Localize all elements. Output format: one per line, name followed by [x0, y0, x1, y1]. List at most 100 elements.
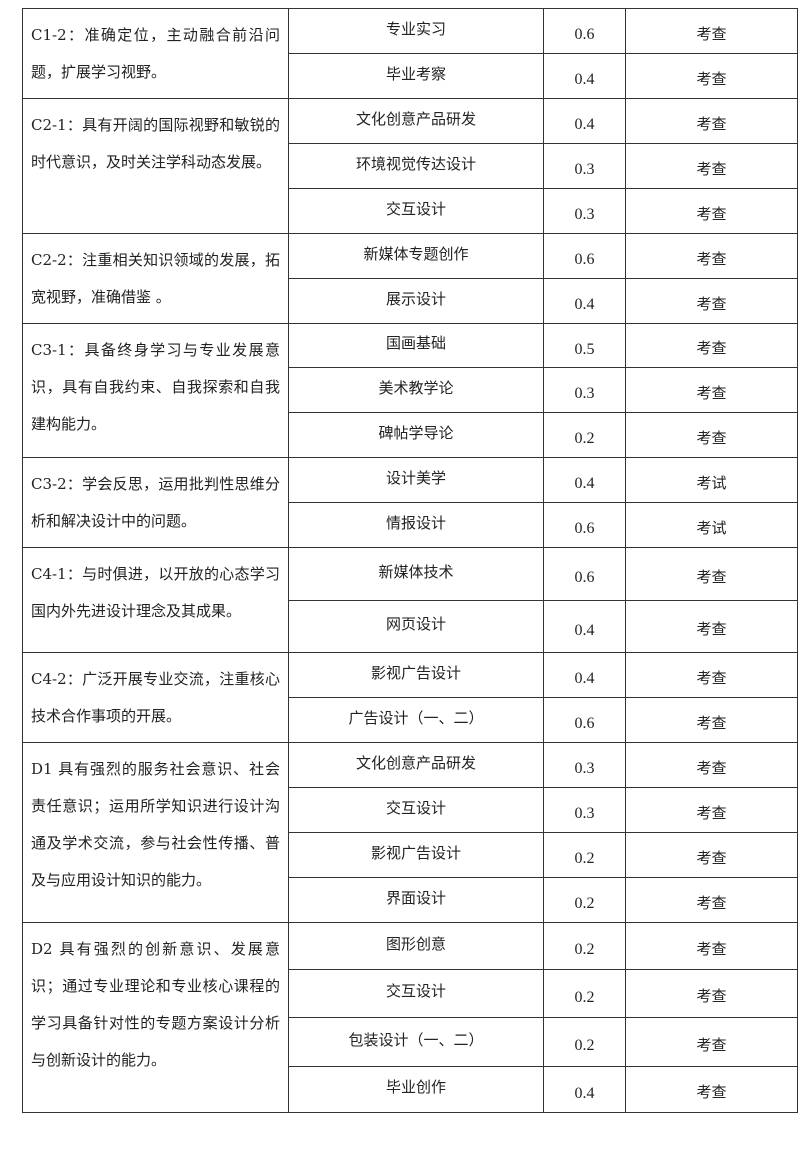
assessment-method-cell: 考查: [625, 367, 798, 413]
course-cell: 设计美学: [288, 457, 544, 503]
assessment-method-cell: 考查: [625, 412, 798, 458]
weight-cell: 0.6: [543, 502, 626, 548]
assessment-method-cell: 考查: [625, 652, 798, 698]
course-cell: 交互设计: [288, 787, 544, 833]
assessment-method-cell: 考查: [625, 323, 798, 368]
assessment-method-cell: 考查: [625, 8, 798, 54]
course-cell: 国画基础: [288, 323, 544, 368]
objective-cell: C1-2：准确定位，主动融合前沿问题，扩展学习视野。: [22, 8, 289, 99]
table-row: C4-1：与时俱进，以开放的心态学习国内外先进设计理念及其成果。 新媒体技术 0.6…: [22, 547, 798, 653]
weight-cell: 0.5: [543, 323, 626, 368]
assessment-method-cell: 考查: [625, 697, 798, 743]
weight-cell: 0.3: [543, 742, 626, 788]
assessment-method-cell: 考查: [625, 969, 798, 1018]
objective-cell: D2 具有强烈的创新意识、发展意识；通过专业理论和专业核心课程的学习具备针对性的…: [22, 922, 289, 1113]
course-cell: 环境视觉传达设计: [288, 143, 544, 189]
weight-cell: 0.4: [543, 1066, 626, 1113]
table-row: C3-1：具备终身学习与专业发展意识，具有自我约束、自我探索和自我建构能力。 国画…: [22, 323, 798, 458]
assessment-method-cell: 考查: [625, 547, 798, 601]
assessment-method-cell: 考查: [625, 600, 798, 653]
assessment-method-cell: 考查: [625, 53, 798, 99]
objective-cell: C3-1：具备终身学习与专业发展意识，具有自我约束、自我探索和自我建构能力。: [22, 323, 289, 458]
course-cell: 网页设计: [288, 600, 544, 653]
course-cell: 新媒体专题创作: [288, 233, 544, 279]
table-row: D2 具有强烈的创新意识、发展意识；通过专业理论和专业核心课程的学习具备针对性的…: [22, 922, 798, 1113]
weight-cell: 0.6: [543, 547, 626, 601]
course-cell: 交互设计: [288, 969, 544, 1018]
weight-cell: 0.4: [543, 98, 626, 144]
assessment-method-cell: 考查: [625, 98, 798, 144]
assessment-method-cell: 考查: [625, 143, 798, 189]
objective-cell: C2-2：注重相关知识领域的发展，拓宽视野，准确借鉴 。: [22, 233, 289, 324]
weight-cell: 0.2: [543, 1017, 626, 1067]
table-row: C4-2：广泛开展专业交流，注重核心技术合作事项的开展。 影视广告设计 0.4 考查: [22, 652, 798, 743]
table-row: 展示设计 0.4 考查: [23, 278, 798, 324]
course-cell: 影视广告设计: [288, 652, 544, 698]
objective-cell: C3-2：学会反思，运用批判性思维分析和解决设计中的问题。: [22, 457, 289, 548]
objective-cell: C2-1：具有开阔的国际视野和敏锐的时代意识，及时关注学科动态发展。: [22, 98, 289, 234]
table-row: 毕业考察 0.4 考查: [23, 53, 798, 99]
assessment-method-cell: 考查: [625, 877, 798, 923]
course-cell: 图形创意: [288, 922, 544, 970]
course-cell: 界面设计: [288, 877, 544, 923]
objective-cell: C4-1：与时俱进，以开放的心态学习国内外先进设计理念及其成果。: [22, 547, 289, 653]
table-row: 网页设计 0.4 考查: [23, 600, 798, 653]
course-objective-table: C1-2：准确定位，主动融合前沿问题，扩展学习视野。 专业实习 0.6 考查 毕业考察 0…: [22, 8, 798, 1113]
table-row: D1 具有强烈的服务社会意识、社会 责任意识；运用所学知识进行设计沟通及学术交流…: [22, 742, 798, 923]
assessment-method-cell: 考查: [625, 278, 798, 324]
weight-cell: 0.4: [543, 600, 626, 653]
weight-cell: 0.4: [543, 457, 626, 503]
course-cell: 碑帖学导论: [288, 412, 544, 458]
course-cell: 新媒体技术: [288, 547, 544, 601]
course-cell: 文化创意产品研发: [288, 98, 544, 144]
table-row: 碑帖学导论 0.2 考查: [23, 412, 798, 458]
course-cell: 广告设计（一、二）: [288, 697, 544, 743]
weight-cell: 0.6: [543, 8, 626, 54]
table-body: C1-2：准确定位，主动融合前沿问题，扩展学习视野。 专业实习 0.6 考查 毕业考察 0…: [22, 8, 798, 1113]
course-cell: 毕业考察: [288, 53, 544, 99]
assessment-method-cell: 考查: [625, 787, 798, 833]
weight-cell: 0.2: [543, 832, 626, 878]
table-row: C3-2：学会反思，运用批判性思维分析和解决设计中的问题。 设计美学 0.4 考试: [22, 457, 798, 548]
weight-cell: 0.3: [543, 188, 626, 234]
assessment-method-cell: 考查: [625, 832, 798, 878]
course-cell: 交互设计: [288, 188, 544, 234]
table-row: 情报设计 0.6 考试: [23, 502, 798, 548]
course-cell: 文化创意产品研发: [288, 742, 544, 788]
course-cell: 包装设计（一、二）: [288, 1017, 544, 1067]
objective-cell: D1 具有强烈的服务社会意识、社会 责任意识；运用所学知识进行设计沟通及学术交流…: [22, 742, 289, 923]
course-cell: 美术教学论: [288, 367, 544, 413]
table-row: 广告设计（一、二） 0.6 考查: [23, 697, 798, 743]
weight-cell: 0.6: [543, 697, 626, 743]
assessment-method-cell: 考查: [625, 1017, 798, 1067]
weight-cell: 0.4: [543, 652, 626, 698]
course-cell: 毕业创作: [288, 1066, 544, 1113]
weight-cell: 0.3: [543, 787, 626, 833]
assessment-method-cell: 考查: [625, 1066, 798, 1113]
table-row: 交互设计 0.3 考查: [23, 188, 798, 234]
table-row: 交互设计 0.3 考查: [23, 787, 798, 833]
assessment-method-cell: 考查: [625, 742, 798, 788]
table-row: C1-2：准确定位，主动融合前沿问题，扩展学习视野。 专业实习 0.6 考查: [22, 8, 798, 99]
table-row: 毕业创作 0.4 考查: [23, 1066, 798, 1113]
weight-cell: 0.4: [543, 278, 626, 324]
weight-cell: 0.6: [543, 233, 626, 279]
assessment-method-cell: 考试: [625, 502, 798, 548]
weight-cell: 0.3: [543, 367, 626, 413]
table-row: 影视广告设计 0.2 考查: [23, 832, 798, 878]
weight-cell: 0.2: [543, 412, 626, 458]
weight-cell: 0.2: [543, 969, 626, 1018]
course-cell: 情报设计: [288, 502, 544, 548]
course-cell: 专业实习: [288, 8, 544, 54]
table-row: 包装设计（一、二） 0.2 考查: [23, 1017, 798, 1067]
course-cell: 展示设计: [288, 278, 544, 324]
assessment-method-cell: 考查: [625, 922, 798, 970]
assessment-method-cell: 考试: [625, 457, 798, 503]
assessment-method-cell: 考查: [625, 233, 798, 279]
table-row: C2-1：具有开阔的国际视野和敏锐的时代意识，及时关注学科动态发展。 文化创意产品…: [22, 98, 798, 234]
weight-cell: 0.2: [543, 877, 626, 923]
assessment-method-cell: 考查: [625, 188, 798, 234]
objective-cell: C4-2：广泛开展专业交流，注重核心技术合作事项的开展。: [22, 652, 289, 743]
weight-cell: 0.3: [543, 143, 626, 189]
course-cell: 影视广告设计: [288, 832, 544, 878]
